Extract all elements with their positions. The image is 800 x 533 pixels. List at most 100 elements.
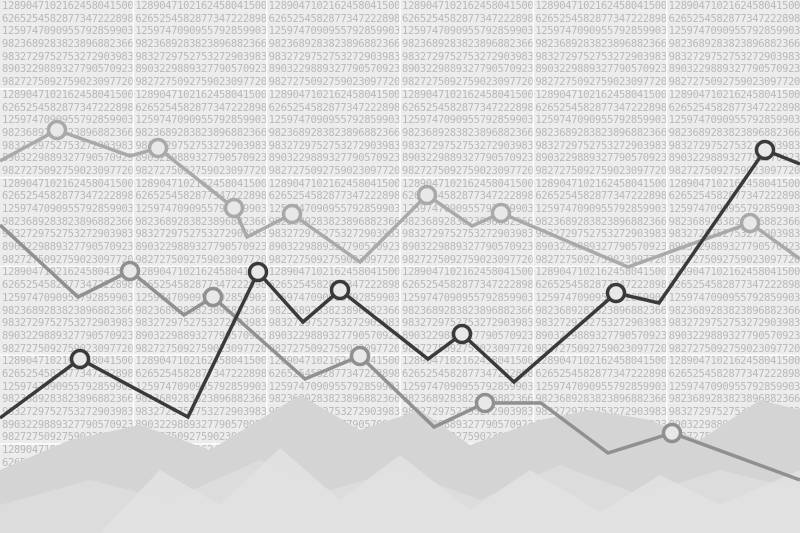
background-number-row: 9832729752753272903983998327297527532729… [2,406,134,418]
background-number-row: 8903229889327790570923289032298893277905… [2,241,134,254]
data-point-marker [474,392,496,414]
background-number-row: 9827275092759023097720998272750927590230… [2,164,134,177]
background-number-row: 9827275092759023097720998272750927590230… [2,76,134,89]
background-number-row: 1259747090955792859903212597470909557928… [401,291,534,304]
background-number-row: 9832729752753272903983998327297527532729… [268,139,400,152]
data-point-marker [739,212,761,234]
series-line-1 [0,128,800,269]
background-number-row: 8903229889327790570923289032298893277905… [268,152,400,165]
background-number-row: 9823689283823896882366398236892838238968… [401,304,534,317]
background-number-row: 6265254582877347222898362652545828773472… [2,12,134,25]
background-number-row: 8903229889327790570923289032298893277905… [2,63,134,76]
background-number-row: 1259747090955792859903212597470909557928… [535,25,667,38]
background-number-row: 9823689283823896882366398236892838238968… [535,126,667,139]
background-number-row: 9823689283823896882366398236892838238968… [2,393,134,406]
background-number-row: 9823689283823896882366398236892838238968… [401,126,534,139]
background-number-row: 9823689283823896882366398236892838238968… [535,393,667,406]
series-line-3 [0,147,800,420]
background-number-row: 8903229889327790570923289032298893277905… [135,63,267,76]
background-number-row: 9827275092759023097720998272750927590230… [135,76,267,89]
background-number-row: 9823689283823896882366398236892838238968… [135,38,267,51]
background-number-row: 6265254582877347222898362652545828773472… [668,367,800,380]
background-number-row: 6265254582877347222898362652545828773472… [135,367,267,380]
background-number-row: 9823689283823896882366398236892838238968… [2,215,134,228]
background-number-row: 1259747090955792859903212597470909557928… [2,114,134,127]
background-number-row: 9823689283823896882366398236892838238968… [668,215,800,228]
background-number-row: 8903229889327790570923289032298893277905… [535,152,667,165]
background-number-row: 8903229889327790570923289032298893277905… [268,63,400,76]
background-number-row: 6265254582877347222898362652545828773472… [401,12,534,25]
background-number-row: 9823689283823896882366398236892838238968… [535,215,667,228]
background-number-row: 9832729752753272903983998327297527532729… [401,50,534,63]
background-number-row: 1289047102162458041500412890471021624580… [401,355,534,368]
background-number-row: 6265254582877347222898362652545828773472… [535,367,667,380]
data-point-marker [416,184,438,206]
background-number-row: 6265254582877347222898362652545828773472… [535,279,667,292]
background-number-row: 9832729752753272903983998327297527532729… [535,317,667,330]
background-number-row: 1259747090955792859903212597470909557928… [535,291,667,304]
background-number-row: 9832729752753272903983998327297527532729… [268,50,400,63]
background-number-row: 9827275092759023097720998272750927590230… [401,164,534,177]
background-number-row: 9827275092759023097720998272750927590230… [268,164,400,177]
background-number-row: 1259747090955792859903212597470909557928… [2,203,134,215]
background-number-row: 9832729752753272903983998327297527532729… [135,228,267,241]
background-number-row: 1259747090955792859903212597470909557928… [268,25,400,38]
background-number-row: 9823689283823896882366398236892838238968… [135,126,267,139]
background-number-row: 1289047102162458041500412890471021624580… [268,266,400,279]
background-number-row: 1289047102162458041500412890471021624580… [535,0,667,12]
background-number-row: 9832729752753272903983998327297527532729… [668,50,800,63]
background-number-row: 1289047102162458041500412890471021624580… [401,88,534,101]
background-number-row: 1289047102162458041500412890471021624580… [135,0,267,12]
background-number-row: 9832729752753272903983998327297527532729… [401,317,534,330]
background-number-row: 1259747090955792859903212597470909557928… [401,114,534,127]
background-number-row: 1289047102162458041500412890471021624580… [268,88,400,101]
background-number-row: 9823689283823896882366398236892838238968… [2,38,134,51]
background-number-row: 9832729752753272903983998327297527532729… [135,406,267,418]
data-point-marker [281,203,303,225]
background-number-row: 9827275092759023097720998272750927590230… [668,76,800,89]
data-point-marker [661,422,683,444]
background-polygon-shape [100,448,800,533]
background-number-row: 9832729752753272903983998327297527532729… [535,50,667,63]
data-point-marker [329,279,351,301]
data-point-marker [451,323,473,345]
background-number-row: 1259747090955792859903212597470909557928… [268,114,400,127]
background-number-row: 6265254582877347222898362652545828773472… [135,101,267,114]
data-point-marker [69,348,91,370]
background-number-row: 1289047102162458041500412890471021624580… [268,0,400,12]
background-number-row: 9827275092759023097720998272750927590230… [668,253,800,266]
background-number-row: 6265254582877347222898362652545828773472… [2,190,134,203]
background-number-row: 1289047102162458041500412890471021624580… [268,177,400,190]
background-number-row: 9823689283823896882366398236892838238968… [535,304,667,317]
data-point-marker [490,202,512,224]
data-point-marker [46,119,68,141]
background-number-row: 1289047102162458041500412890471021624580… [668,266,800,279]
background-number-row: 6265254582877347222898362652545828773472… [268,101,400,114]
background-number-row: 1259747090955792859903212597470909557928… [135,25,267,38]
data-point-marker [247,261,269,283]
background-number-row: 9832729752753272903983998327297527532729… [2,50,134,63]
background-number-row: 6265254582877347222898362652545828773472… [668,12,800,25]
background-number-row: 1289047102162458041500412890471021624580… [668,355,800,368]
background-number-row: 9823689283823896882366398236892838238968… [668,38,800,51]
background-number-row: 1259747090955792859903212597470909557928… [401,25,534,38]
background-number-row: 1289047102162458041500412890471021624580… [535,266,667,279]
background-number-row: 1289047102162458041500412890471021624580… [135,88,267,101]
background-number-row: 8903229889327790570923289032298893277905… [135,418,267,431]
background-number-row: 9827275092759023097720998272750927590230… [401,76,534,89]
background-number-row: 9832729752753272903983998327297527532729… [535,228,667,241]
background-number-row: 8903229889327790570923289032298893277905… [668,63,800,76]
background-number-row: 1259747090955792859903212597470909557928… [268,380,400,393]
background-number-row: 1289047102162458041500412890471021624580… [135,266,267,279]
background-number-row: 8903229889327790570923289032298893277905… [135,329,267,342]
background-number-row: 9827275092759023097720998272750927590230… [268,76,400,89]
background-number-row: 1289047102162458041500412890471021624580… [135,355,267,368]
background-number-row: 1289047102162458041500412890471021624580… [2,0,134,12]
data-point-marker [605,282,627,304]
background-number-row: 8903229889327790570923289032298893277905… [2,418,134,431]
background-number-row: 1289047102162458041500412890471021624580… [2,177,134,190]
background-number-row: 6265254582877347222898362652545828773472… [668,101,800,114]
background-number-row: 1259747090955792859903212597470909557928… [135,114,267,127]
background-number-row: 9832729752753272903983998327297527532729… [535,139,667,152]
